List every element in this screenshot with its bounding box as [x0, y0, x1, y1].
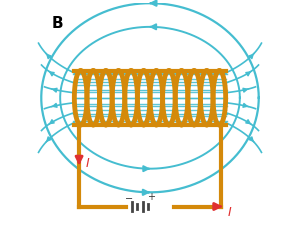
Text: $\mathbf{B}$: $\mathbf{B}$ [51, 15, 63, 31]
Text: $+$: $+$ [147, 191, 156, 202]
Text: $I$: $I$ [85, 157, 90, 170]
Text: $-$: $-$ [124, 192, 133, 202]
Text: $I$: $I$ [227, 206, 232, 219]
